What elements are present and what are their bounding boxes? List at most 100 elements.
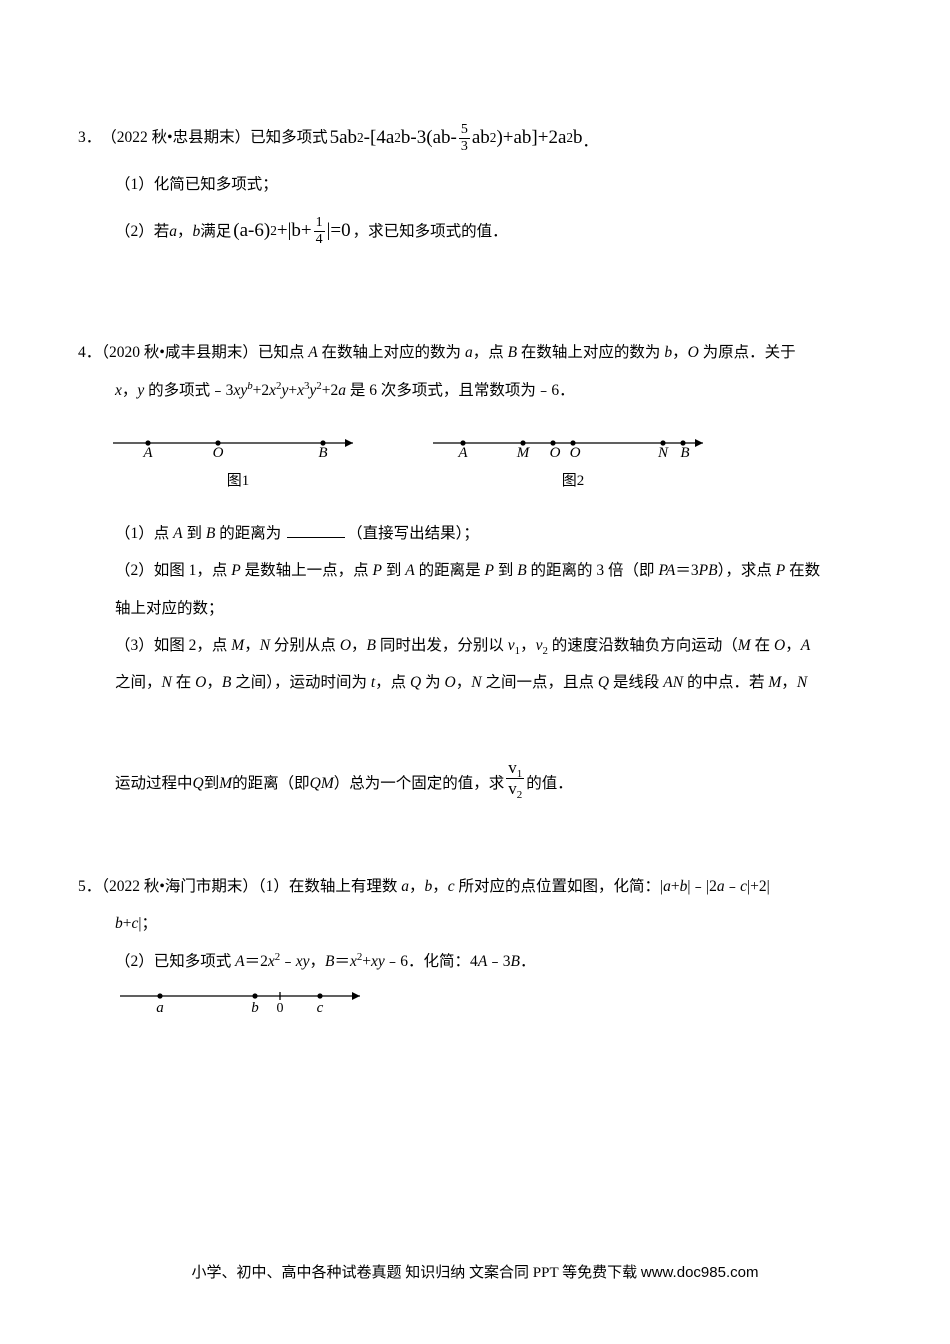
expr-c: b-3(ab- <box>401 120 457 156</box>
expr-a: 5ab <box>330 120 357 156</box>
frac-num: 5 <box>459 123 470 139</box>
q2d: 的距离是 <box>415 562 485 579</box>
svg-text:b: b <box>251 1000 259 1016</box>
p5q2h: ﹣3 <box>487 953 510 970</box>
figure-1: A O B 图1 <box>108 427 368 496</box>
q3O2: O <box>774 637 785 654</box>
svg-text:N: N <box>657 445 669 457</box>
p4-line2: x，y 的多项式﹣3xyb+2x2y+x3y2+2a 是 6 次多项式，且常数项… <box>78 372 872 409</box>
q3l2h: 之间一点，且点 <box>482 674 598 691</box>
q3A: A <box>801 637 810 654</box>
q3l2j: 的中点．若 <box>683 674 768 691</box>
p3-period: ． <box>583 127 599 156</box>
p5B2: B <box>511 953 520 970</box>
q3Q3: Q <box>193 769 204 798</box>
p3-condition: (a-6)2 +|b+ 1 4 |=0 <box>233 213 350 249</box>
p4l2b: 的多项式﹣3 <box>144 382 233 399</box>
p5l2b: |； <box>138 915 157 932</box>
q1d: （直接写出结果）； <box>347 525 479 542</box>
svg-text:a: a <box>156 1000 164 1016</box>
p5q2i: ． <box>520 953 536 970</box>
expr-d: ab <box>472 120 490 156</box>
figure-2: A M O Q N B 图2 <box>428 427 718 496</box>
numberline-2: A M O Q N B <box>428 427 718 457</box>
p5A2: A <box>478 953 487 970</box>
q3e: 同时出发，分别以 <box>376 637 508 654</box>
p5a: a <box>401 878 409 895</box>
q2P3: P <box>484 562 493 579</box>
p5s2: ， <box>432 878 448 895</box>
cond-b: +|b+ <box>277 213 312 249</box>
p4l2c: +2 <box>253 382 270 399</box>
q3M: M <box>231 637 244 654</box>
p5q2f: + <box>362 953 371 970</box>
q3O: O <box>340 637 351 654</box>
footer-text: 小学、初中、高中各种试卷真题 知识归纳 文案合同 PPT 等免费下载 <box>192 1265 641 1281</box>
cond-den: 4 <box>314 232 325 247</box>
q3M2: M <box>738 637 751 654</box>
p4-q2-l1: （2）如图 1，点 P 是数轴上一点，点 P 到 A 的距离是 P 到 B 的距… <box>78 552 872 589</box>
svg-text:O: O <box>550 445 561 457</box>
v-x2: x <box>269 382 276 399</box>
p4s1: 在数轴上对应的数为 <box>318 344 465 361</box>
svg-text:B: B <box>318 445 327 457</box>
p3-line1: 3． （2022 秋•忠县期末）已知多项式 5ab2 -[4a2 b-3(ab-… <box>78 120 872 156</box>
var-b: b <box>193 217 201 246</box>
frac-1-4: 1 4 <box>314 216 325 247</box>
q3l2f: 为 <box>421 674 444 691</box>
q2PA: PA <box>658 562 675 579</box>
q3l2c: ， <box>206 674 222 691</box>
expr-f: b <box>573 120 583 156</box>
q3O4: O <box>445 674 456 691</box>
p3-source: （2022 秋•忠县期末）已知多项式 <box>101 123 327 152</box>
p5-src: （2022 秋•海门市期末）（1）在数轴上有理数 <box>101 878 401 895</box>
problem-3: 3． （2022 秋•忠县期末）已知多项式 5ab2 -[4a2 b-3(ab-… <box>78 120 872 249</box>
q3c: 分别从点 <box>270 637 340 654</box>
numberline-3: a b 0 c <box>115 984 375 1016</box>
q3N3: N <box>471 674 481 691</box>
v1n: v <box>508 758 517 777</box>
q3O3: O <box>195 674 206 691</box>
svg-text:Q: Q <box>570 445 581 457</box>
q3l3e: 的值． <box>526 769 573 798</box>
q3v1: v <box>508 637 515 654</box>
q3Q2: Q <box>598 674 609 691</box>
p5s6: ﹣ <box>725 878 741 895</box>
frac-v1-v2: v1 v2 <box>506 759 524 798</box>
q2P2: P <box>373 562 382 579</box>
p5s7: |+2| <box>747 878 770 895</box>
svg-text:A: A <box>457 445 468 457</box>
q1B: B <box>206 525 215 542</box>
p4-q2-l2: 轴上对应的数； <box>78 590 872 627</box>
v-x3: x <box>297 382 304 399</box>
q3b: ， <box>244 637 260 654</box>
p4s5: 为原点．关于 <box>699 344 796 361</box>
p5c: c <box>448 878 455 895</box>
p5x1: x <box>268 953 275 970</box>
p5s4: + <box>671 878 680 895</box>
q2f: 的距离的 3 倍（即 <box>527 562 659 579</box>
p5a3: a <box>717 878 725 895</box>
p4s3: 在数轴上对应的数为 <box>517 344 664 361</box>
q3l3a: 运动过程中 <box>115 769 193 798</box>
v-O: O <box>688 344 699 361</box>
q2c: 到 <box>382 562 405 579</box>
q2e: 到 <box>494 562 517 579</box>
p4-q3-l2: 之间，N 在 O，B 之间），运动时间为 t，点 Q 为 O，N 之间一点，且点… <box>78 664 872 701</box>
p4-q1: （1）点 A 到 B 的距离为 （直接写出结果）； <box>78 515 872 552</box>
svg-text:O: O <box>213 445 224 457</box>
p3-expression: 5ab2 -[4a2 b-3(ab- 5 3 ab2 )+ab]+2a2 b <box>330 120 583 156</box>
p5q2c: ﹣ <box>280 953 296 970</box>
var-a: a <box>169 217 177 246</box>
q3l2b: 在 <box>172 674 195 691</box>
p3q2-b: ， <box>177 217 193 246</box>
p5A: A <box>235 953 244 970</box>
v-b: b <box>664 344 672 361</box>
svg-text:A: A <box>142 445 153 457</box>
q1b: 到 <box>183 525 206 542</box>
q3l2g: ， <box>456 674 472 691</box>
v-xy1: xy <box>233 382 247 399</box>
q2a: （2）如图 1，点 <box>115 562 231 579</box>
p5x2: x <box>350 953 357 970</box>
fig2-caption: 图2 <box>562 467 585 496</box>
